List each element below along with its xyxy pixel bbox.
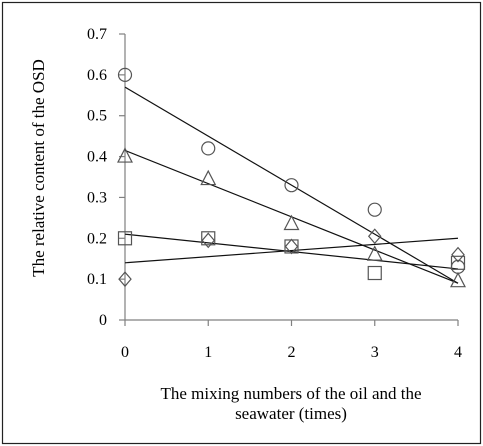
y-tick-label: 0 <box>99 312 107 329</box>
x-axis-ticks: 0 1 2 3 4 <box>121 320 462 361</box>
y-tick-label: 0.7 <box>87 26 107 43</box>
y-axis-title: The relative content of the OSD <box>29 59 48 277</box>
triangle-marker <box>366 245 383 261</box>
y-tick-label: 0.4 <box>87 149 107 166</box>
x-tick-label: 1 <box>204 344 212 361</box>
y-tick-label: 0.2 <box>87 230 107 247</box>
circle-marker <box>117 67 133 82</box>
triangle-marker <box>117 147 133 163</box>
triangle-marker <box>283 214 300 231</box>
circle-marker <box>201 141 216 156</box>
data-markers <box>117 67 466 288</box>
circle-trend-line <box>124 86 459 284</box>
square-marker <box>367 265 382 281</box>
square-marker <box>117 231 133 246</box>
square-marker <box>201 231 216 246</box>
diamond-marker <box>367 228 382 245</box>
diamond-marker <box>284 238 299 255</box>
x-tick-label: 0 <box>121 344 129 361</box>
diamond-marker <box>201 232 216 249</box>
y-axis-ticks: 0 0.1 0.2 0.3 0.4 0.5 0.6 0.7 <box>87 26 125 329</box>
x-tick-label: 4 <box>454 344 462 361</box>
square-marker <box>450 255 466 270</box>
circle-marker <box>284 178 299 193</box>
y-tick-label: 0.6 <box>87 67 107 84</box>
diamond-trend-line <box>124 237 459 264</box>
triangle-marker <box>200 169 217 186</box>
y-tick-label: 0.5 <box>87 108 107 125</box>
diamond-marker <box>118 271 132 288</box>
x-axis-title-line-1: The mixing numbers of the oil and the <box>160 384 421 403</box>
y-tick-label: 0.1 <box>87 271 107 288</box>
x-tick-label: 2 <box>288 344 296 361</box>
diamond-marker <box>451 246 465 263</box>
triangle-marker <box>450 271 466 288</box>
square-trend-line <box>124 233 459 270</box>
x-tick-label: 3 <box>371 344 379 361</box>
circle-marker <box>367 202 382 217</box>
x-axis-title-line-2: seawater (times) <box>235 404 347 423</box>
y-tick-label: 0.3 <box>87 189 107 206</box>
